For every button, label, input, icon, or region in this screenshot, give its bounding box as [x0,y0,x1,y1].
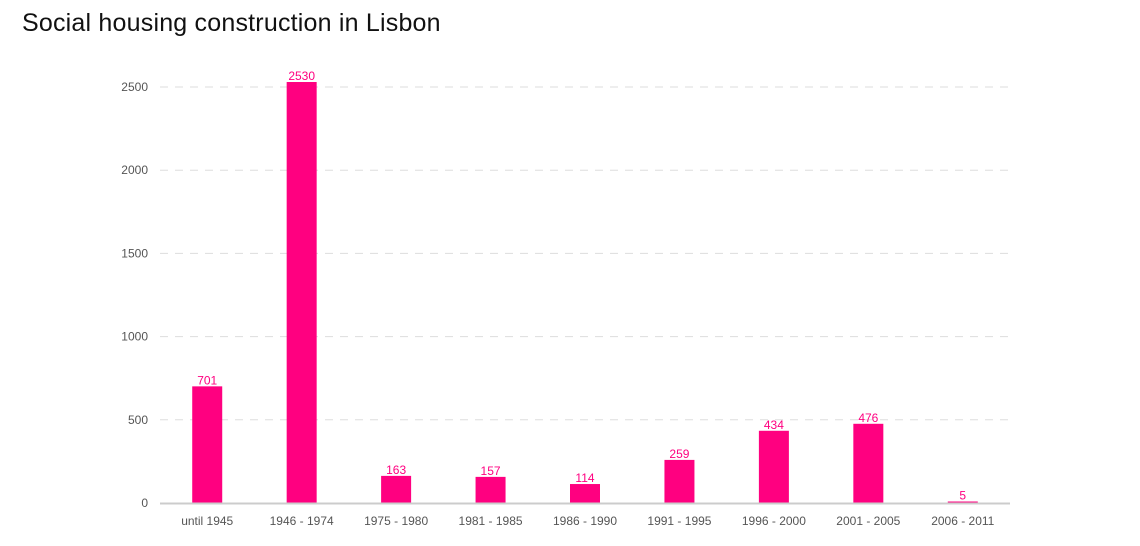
y-tick-label: 2000 [121,163,148,177]
x-tick-label: 2001 - 2005 [836,514,900,528]
bar [475,476,506,503]
x-tick-label: 1991 - 1995 [647,514,711,528]
x-tick-label: 1946 - 1974 [270,514,334,528]
y-tick-label: 1000 [121,330,148,344]
chart-title: Social housing construction in Lisbon [22,9,441,37]
x-tick-label: 1986 - 1990 [553,514,617,528]
bar [381,475,412,503]
bar [570,484,600,503]
y-axis-ticks: 0 500 1000 1500 2000 2500 [121,80,148,510]
data-label: 259 [669,447,689,461]
y-tick-label: 1500 [121,246,148,260]
x-tick-label: 1981 - 1985 [459,514,523,528]
bar [853,423,884,503]
x-tick-label: until 1945 [181,514,233,528]
data-label: 701 [197,373,217,387]
bar [947,501,978,503]
data-label: 114 [575,471,594,485]
y-tick-label: 2500 [121,80,148,94]
bars [192,82,978,504]
data-label: 5 [959,489,966,503]
data-label: 434 [764,418,784,432]
y-tick-label: 0 [141,496,148,510]
data-label: 476 [858,411,878,425]
data-label: 157 [481,464,501,478]
bar [192,386,223,503]
data-label: 2530 [288,69,315,83]
data-label: 163 [386,463,406,477]
x-tick-label: 2006 - 2011 [931,514,994,528]
bar [664,459,695,503]
x-axis-ticks: until 1945 1946 - 1974 1975 - 1980 1981 - 1… [181,514,994,528]
x-tick-label: 1975 - 1980 [364,514,428,528]
y-tick-label: 500 [128,413,148,427]
data-labels: 701 2530 163 157 114 259 434 476 5 [197,69,966,502]
bar [758,430,789,503]
x-tick-label: 1996 - 2000 [742,514,806,528]
bar [286,82,317,504]
